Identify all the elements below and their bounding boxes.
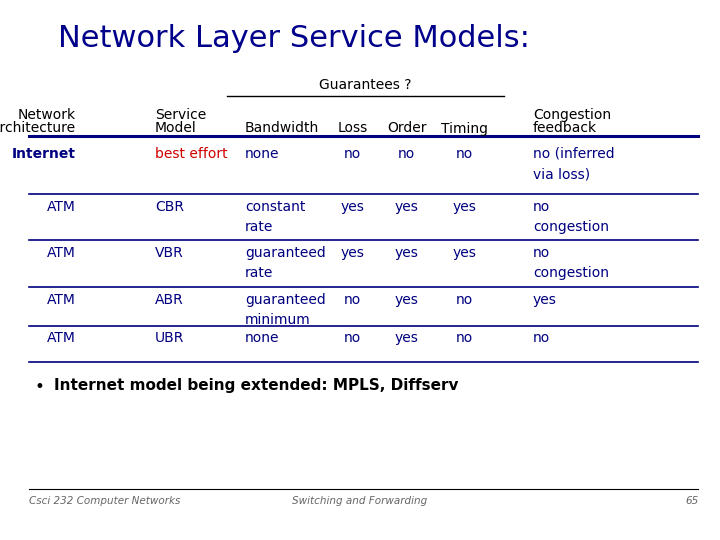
Text: Internet: Internet bbox=[12, 147, 76, 161]
Text: Switching and Forwarding: Switching and Forwarding bbox=[292, 496, 428, 506]
Text: ATM: ATM bbox=[47, 246, 76, 260]
Text: Internet model being extended: MPLS, Diffserv: Internet model being extended: MPLS, Dif… bbox=[54, 378, 459, 393]
Text: Service: Service bbox=[155, 108, 206, 122]
Text: rate: rate bbox=[245, 266, 273, 280]
Text: yes: yes bbox=[395, 331, 419, 345]
Text: via loss): via loss) bbox=[533, 167, 590, 181]
Text: yes: yes bbox=[452, 200, 477, 214]
Text: no: no bbox=[533, 331, 550, 345]
Text: minimum: minimum bbox=[245, 313, 310, 327]
Text: ABR: ABR bbox=[155, 293, 184, 307]
Text: Congestion: Congestion bbox=[533, 108, 611, 122]
Text: CBR: CBR bbox=[155, 200, 184, 214]
Text: no: no bbox=[344, 147, 361, 161]
Text: none: none bbox=[245, 147, 279, 161]
Text: ATM: ATM bbox=[47, 293, 76, 307]
Text: congestion: congestion bbox=[533, 266, 609, 280]
Text: Model: Model bbox=[155, 122, 197, 136]
Text: Order: Order bbox=[387, 122, 426, 136]
Text: yes: yes bbox=[341, 200, 365, 214]
Text: •: • bbox=[35, 378, 45, 396]
Text: yes: yes bbox=[395, 246, 419, 260]
Text: no: no bbox=[344, 331, 361, 345]
Text: no: no bbox=[533, 200, 550, 214]
Text: yes: yes bbox=[395, 293, 419, 307]
Text: ATM: ATM bbox=[47, 200, 76, 214]
Text: 65: 65 bbox=[685, 496, 698, 506]
Text: UBR: UBR bbox=[155, 331, 184, 345]
Text: no: no bbox=[456, 147, 473, 161]
Text: guaranteed: guaranteed bbox=[245, 293, 325, 307]
Text: guaranteed: guaranteed bbox=[245, 246, 325, 260]
Text: feedback: feedback bbox=[533, 122, 597, 136]
Text: yes: yes bbox=[533, 293, 557, 307]
Text: no (inferred: no (inferred bbox=[533, 147, 614, 161]
Text: congestion: congestion bbox=[533, 220, 609, 234]
Text: Network: Network bbox=[17, 108, 76, 122]
Text: yes: yes bbox=[395, 200, 419, 214]
Text: no: no bbox=[456, 293, 473, 307]
Text: Csci 232 Computer Networks: Csci 232 Computer Networks bbox=[29, 496, 180, 506]
Text: rate: rate bbox=[245, 220, 273, 234]
Text: Loss: Loss bbox=[338, 122, 368, 136]
Text: Architecture: Architecture bbox=[0, 122, 76, 136]
Text: Timing: Timing bbox=[441, 122, 488, 136]
Text: best effort: best effort bbox=[155, 147, 228, 161]
Text: none: none bbox=[245, 331, 279, 345]
Text: no: no bbox=[344, 293, 361, 307]
Text: Bandwidth: Bandwidth bbox=[245, 122, 319, 136]
Text: Guarantees ?: Guarantees ? bbox=[319, 78, 412, 92]
Text: Network Layer Service Models:: Network Layer Service Models: bbox=[58, 24, 529, 53]
Text: no: no bbox=[398, 147, 415, 161]
Text: constant: constant bbox=[245, 200, 305, 214]
Text: yes: yes bbox=[341, 246, 365, 260]
Text: VBR: VBR bbox=[155, 246, 184, 260]
Text: yes: yes bbox=[452, 246, 477, 260]
Text: ATM: ATM bbox=[47, 331, 76, 345]
Text: no: no bbox=[456, 331, 473, 345]
Text: no: no bbox=[533, 246, 550, 260]
